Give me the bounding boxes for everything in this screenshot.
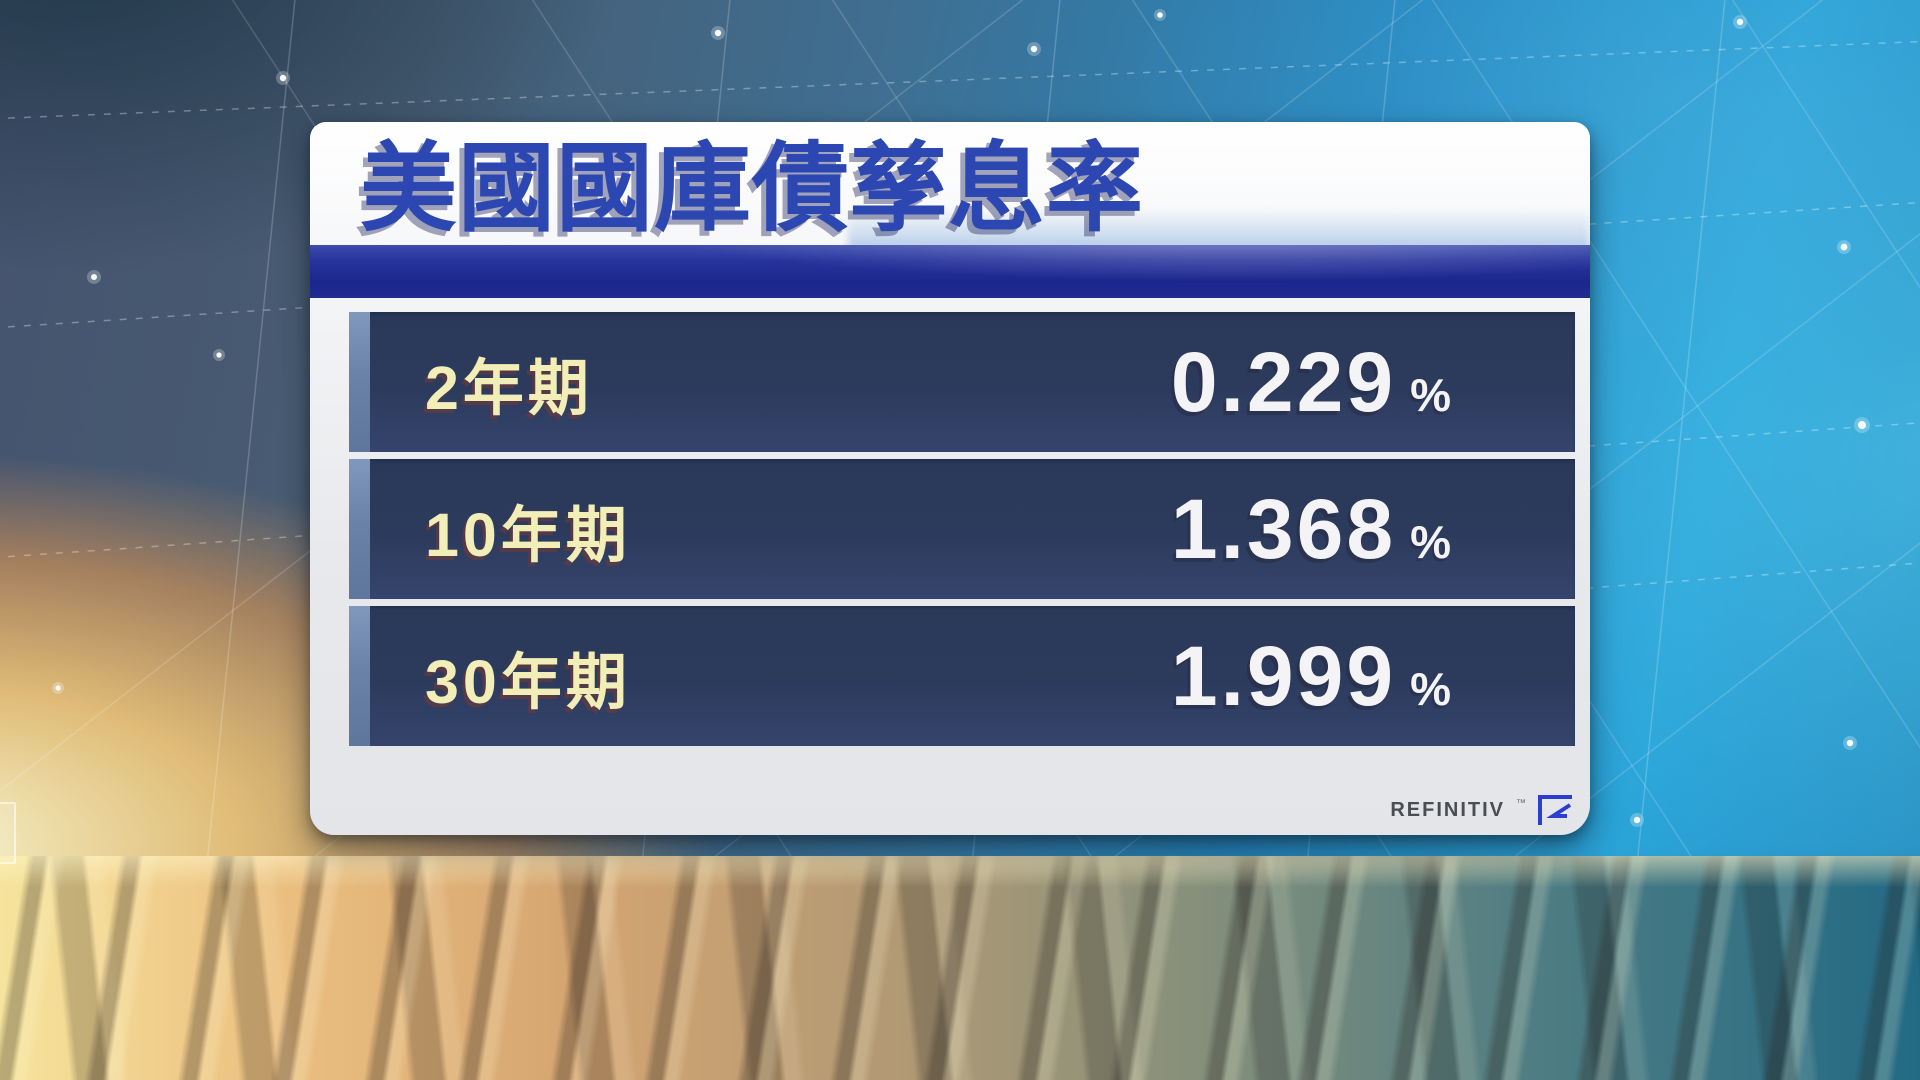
title-sheen — [847, 208, 1590, 250]
background-wave-texture — [0, 856, 1920, 1080]
table-row: 10年期 1.368 % — [349, 459, 1575, 599]
refinitiv-wordmark: REFINITIV — [1390, 798, 1505, 821]
percent-sign: % — [1410, 515, 1451, 568]
percent-sign: % — [1410, 662, 1451, 715]
yield-value: 1.999 — [1170, 628, 1397, 723]
yield-value: 1.368 — [1170, 481, 1397, 576]
table-row: 2年期 0.229 % — [349, 312, 1575, 452]
maturity-label: 10年期 — [425, 500, 631, 569]
left-edge-fragment — [0, 802, 16, 864]
maturity-label: 30年期 — [425, 647, 631, 716]
header-band — [310, 245, 1590, 298]
percent-sign: % — [1410, 368, 1451, 421]
source-attribution: REFINITIV ™ — [1390, 793, 1574, 827]
yield-value-group: 1.999 % — [1171, 628, 1451, 725]
maturity-label: 2年期 — [425, 353, 593, 422]
yield-value: 0.229 — [1170, 334, 1397, 429]
refinitiv-logo-icon — [1538, 795, 1572, 825]
trademark-symbol: ™ — [1516, 797, 1526, 809]
page-title: 美國國庫債孳息率 — [360, 134, 1144, 243]
yield-value-group: 1.368 % — [1171, 481, 1451, 578]
yield-value-group: 0.229 % — [1171, 334, 1451, 431]
table-row: 30年期 1.999 % — [349, 606, 1575, 746]
data-panel: 美國國庫債孳息率 2年期 0.229 % 10年期 1.368 % 30年期 1… — [310, 122, 1590, 835]
